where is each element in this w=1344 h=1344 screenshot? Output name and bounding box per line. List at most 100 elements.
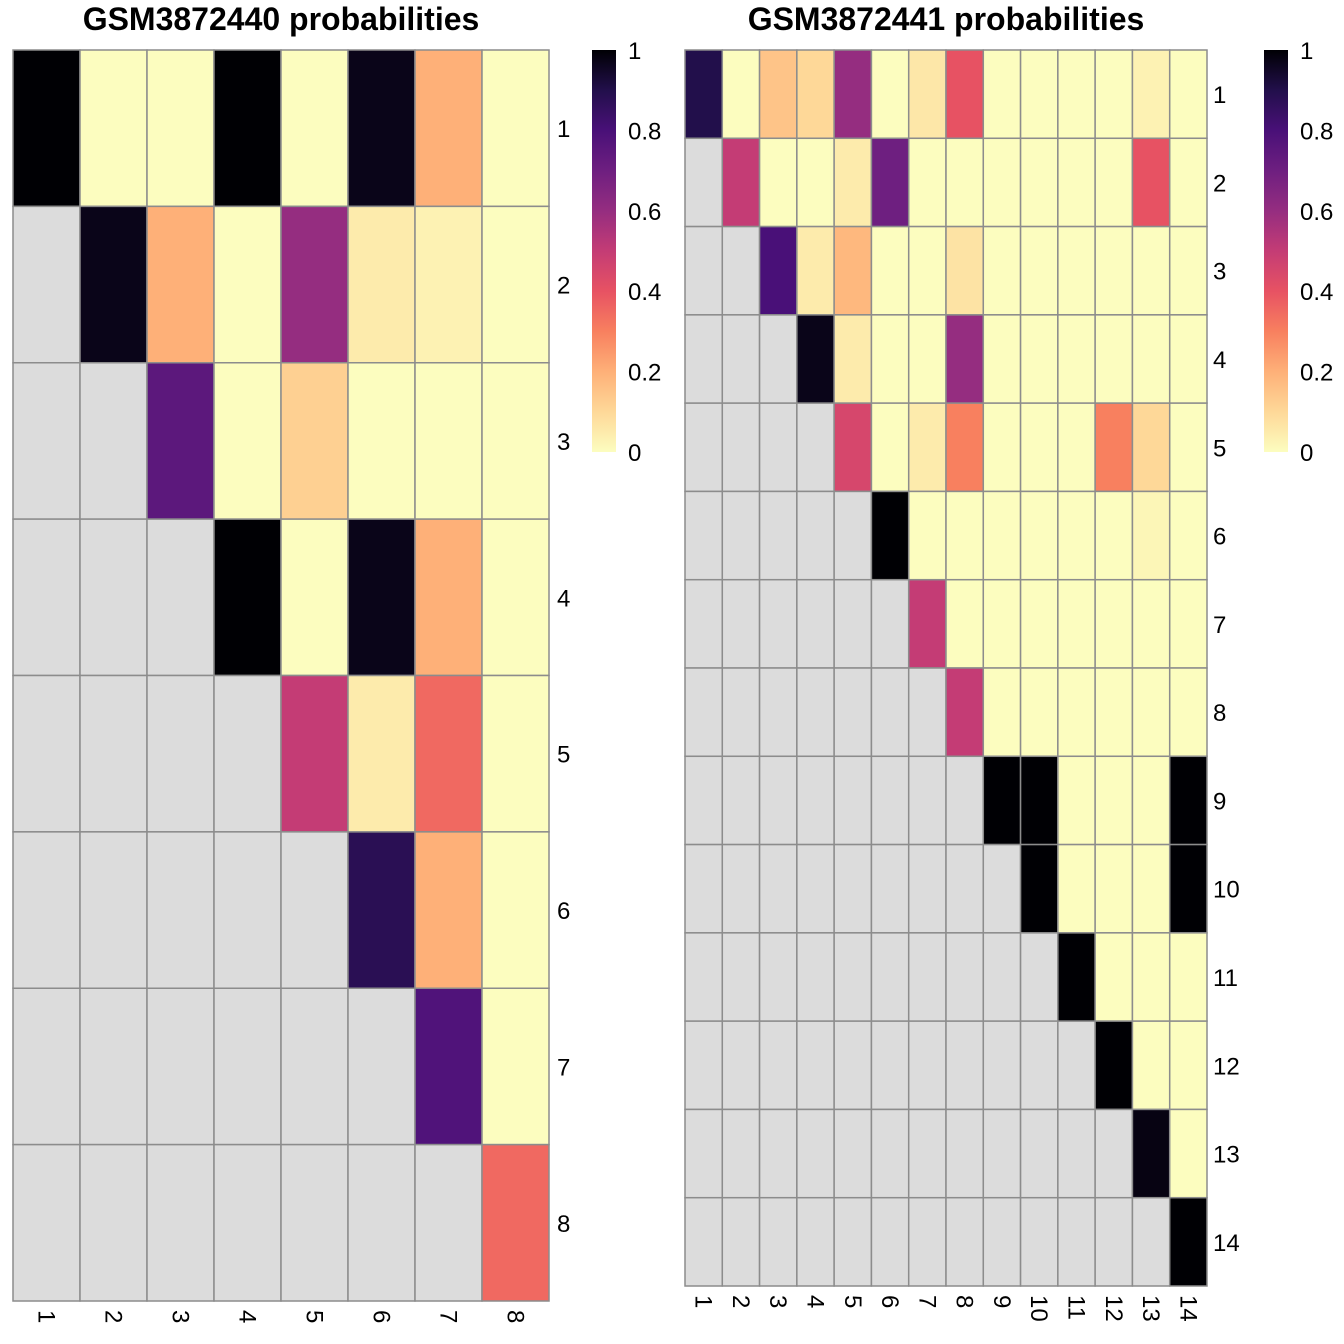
heatmap-cell bbox=[1094, 755, 1134, 846]
heatmap-cell-na bbox=[1019, 932, 1059, 1022]
heatmap-cell bbox=[1131, 137, 1171, 228]
heatmap-cell bbox=[414, 362, 483, 520]
column-label: 7 bbox=[913, 1295, 940, 1308]
row-label: 11 bbox=[1213, 965, 1238, 992]
heatmap-cell-na bbox=[758, 1020, 798, 1111]
heatmap-cell-na bbox=[907, 667, 947, 758]
heatmap-cell bbox=[907, 314, 947, 404]
heatmap-cell-na bbox=[907, 843, 947, 934]
row-label: 3 bbox=[557, 429, 570, 456]
heatmap-cell bbox=[721, 49, 761, 140]
heatmap-cell-na bbox=[870, 755, 910, 846]
heatmap-cell bbox=[1131, 402, 1171, 493]
heatmap-cell bbox=[1131, 1020, 1171, 1111]
heatmap-cell bbox=[945, 667, 985, 758]
column-label: 6 bbox=[368, 1310, 395, 1323]
heatmap-cell-na bbox=[982, 1196, 1022, 1287]
heatmap-cell bbox=[1131, 667, 1171, 758]
heatmap-cell bbox=[481, 49, 550, 208]
heatmap-cell bbox=[481, 1143, 550, 1302]
heatmap-cell-na bbox=[12, 674, 81, 833]
heatmap-cell bbox=[1094, 667, 1134, 758]
column-label: 5 bbox=[301, 1310, 328, 1323]
heatmap-cell-na bbox=[347, 987, 416, 1146]
heatmap-cell-na bbox=[12, 831, 81, 990]
heatmap-cell-na bbox=[79, 831, 148, 990]
heatmap-cell bbox=[213, 518, 282, 677]
heatmap-cell bbox=[833, 137, 873, 228]
heatmap-cell bbox=[347, 518, 416, 677]
heatmap-cell bbox=[1019, 667, 1059, 758]
heatmap-cell-na bbox=[758, 667, 798, 758]
heatmap-cell-na bbox=[758, 402, 798, 493]
heatmap-cell bbox=[1094, 137, 1134, 228]
colorbar-tick-label: 0.8 bbox=[628, 118, 661, 145]
heatmap-cell bbox=[280, 49, 349, 208]
heatmap-cell bbox=[721, 137, 761, 228]
heatmap-cell-na bbox=[684, 137, 724, 228]
row-label: 5 bbox=[557, 742, 570, 769]
column-label: 11 bbox=[1063, 1295, 1090, 1320]
heatmap-cell bbox=[213, 49, 282, 208]
heatmap-cell bbox=[1057, 843, 1096, 934]
heatmap-cell-na bbox=[796, 490, 835, 581]
heatmap-cell-na bbox=[280, 1143, 349, 1302]
heatmap-cell bbox=[213, 362, 282, 520]
row-label: 5 bbox=[1213, 435, 1226, 462]
column-label: 12 bbox=[1100, 1295, 1127, 1322]
heatmap-cell bbox=[982, 402, 1022, 493]
heatmap-cell bbox=[1057, 137, 1096, 228]
heatmap-cell bbox=[1131, 1108, 1171, 1199]
heatmap-cell bbox=[12, 49, 81, 208]
heatmap-cell-na bbox=[79, 362, 148, 520]
heatmap-cell-na bbox=[721, 667, 761, 758]
heatmap-cell bbox=[347, 205, 416, 364]
heatmap-cell-na bbox=[1057, 1020, 1096, 1111]
heatmap-cell bbox=[1057, 578, 1096, 669]
heatmap-cell bbox=[1168, 667, 1208, 758]
heatmap-cell-na bbox=[721, 1020, 761, 1111]
row-label: 12 bbox=[1213, 1053, 1240, 1080]
heatmap-cell-na bbox=[870, 932, 910, 1022]
heatmap-cell-na bbox=[982, 843, 1022, 934]
heatmap-cell-na bbox=[758, 314, 798, 404]
column-label: 1 bbox=[690, 1295, 717, 1308]
heatmap-cell-na bbox=[146, 1143, 215, 1302]
heatmap-cell bbox=[414, 674, 483, 833]
heatmap-cell-na bbox=[758, 490, 798, 581]
heatmap-cell bbox=[1019, 49, 1059, 140]
heatmap-cell bbox=[1168, 1196, 1208, 1287]
colorbar bbox=[1264, 50, 1288, 452]
heatmap-cell bbox=[1057, 225, 1096, 316]
heatmap-cell-na bbox=[945, 1108, 985, 1199]
heatmap-cell bbox=[1057, 667, 1096, 758]
heatmap-cell bbox=[146, 362, 215, 520]
heatmap-cell-na bbox=[907, 1196, 947, 1287]
heatmap-cell bbox=[1131, 755, 1171, 846]
heatmap-cell bbox=[1131, 225, 1171, 316]
heatmap-cell-na bbox=[870, 1196, 910, 1287]
heatmap-cell-na bbox=[280, 987, 349, 1146]
heatmap-cell-na bbox=[945, 1020, 985, 1111]
column-label: 9 bbox=[988, 1295, 1015, 1308]
heatmap-cell bbox=[907, 578, 947, 669]
row-label: 2 bbox=[557, 273, 570, 300]
heatmap-cell-na bbox=[796, 932, 835, 1022]
heatmap-cell-na bbox=[721, 314, 761, 404]
heatmap-cell-na bbox=[1057, 1196, 1096, 1287]
heatmap-cell bbox=[907, 137, 947, 228]
heatmap-cell-na bbox=[721, 402, 761, 493]
heatmap-cell-na bbox=[721, 1196, 761, 1287]
heatmap-cell-na bbox=[982, 932, 1022, 1022]
heatmap-cell bbox=[982, 578, 1022, 669]
heatmap-cell bbox=[907, 49, 947, 140]
heatmap-cell bbox=[347, 831, 416, 990]
heatmap-cell bbox=[1057, 932, 1096, 1022]
heatmap-cell-na bbox=[213, 674, 282, 833]
heatmap-cell-na bbox=[146, 987, 215, 1146]
heatmap-cell-na bbox=[833, 1108, 873, 1199]
heatmap-cell bbox=[1094, 314, 1134, 404]
heatmap-cell-na bbox=[684, 490, 724, 581]
heatmap-cell-na bbox=[907, 932, 947, 1022]
